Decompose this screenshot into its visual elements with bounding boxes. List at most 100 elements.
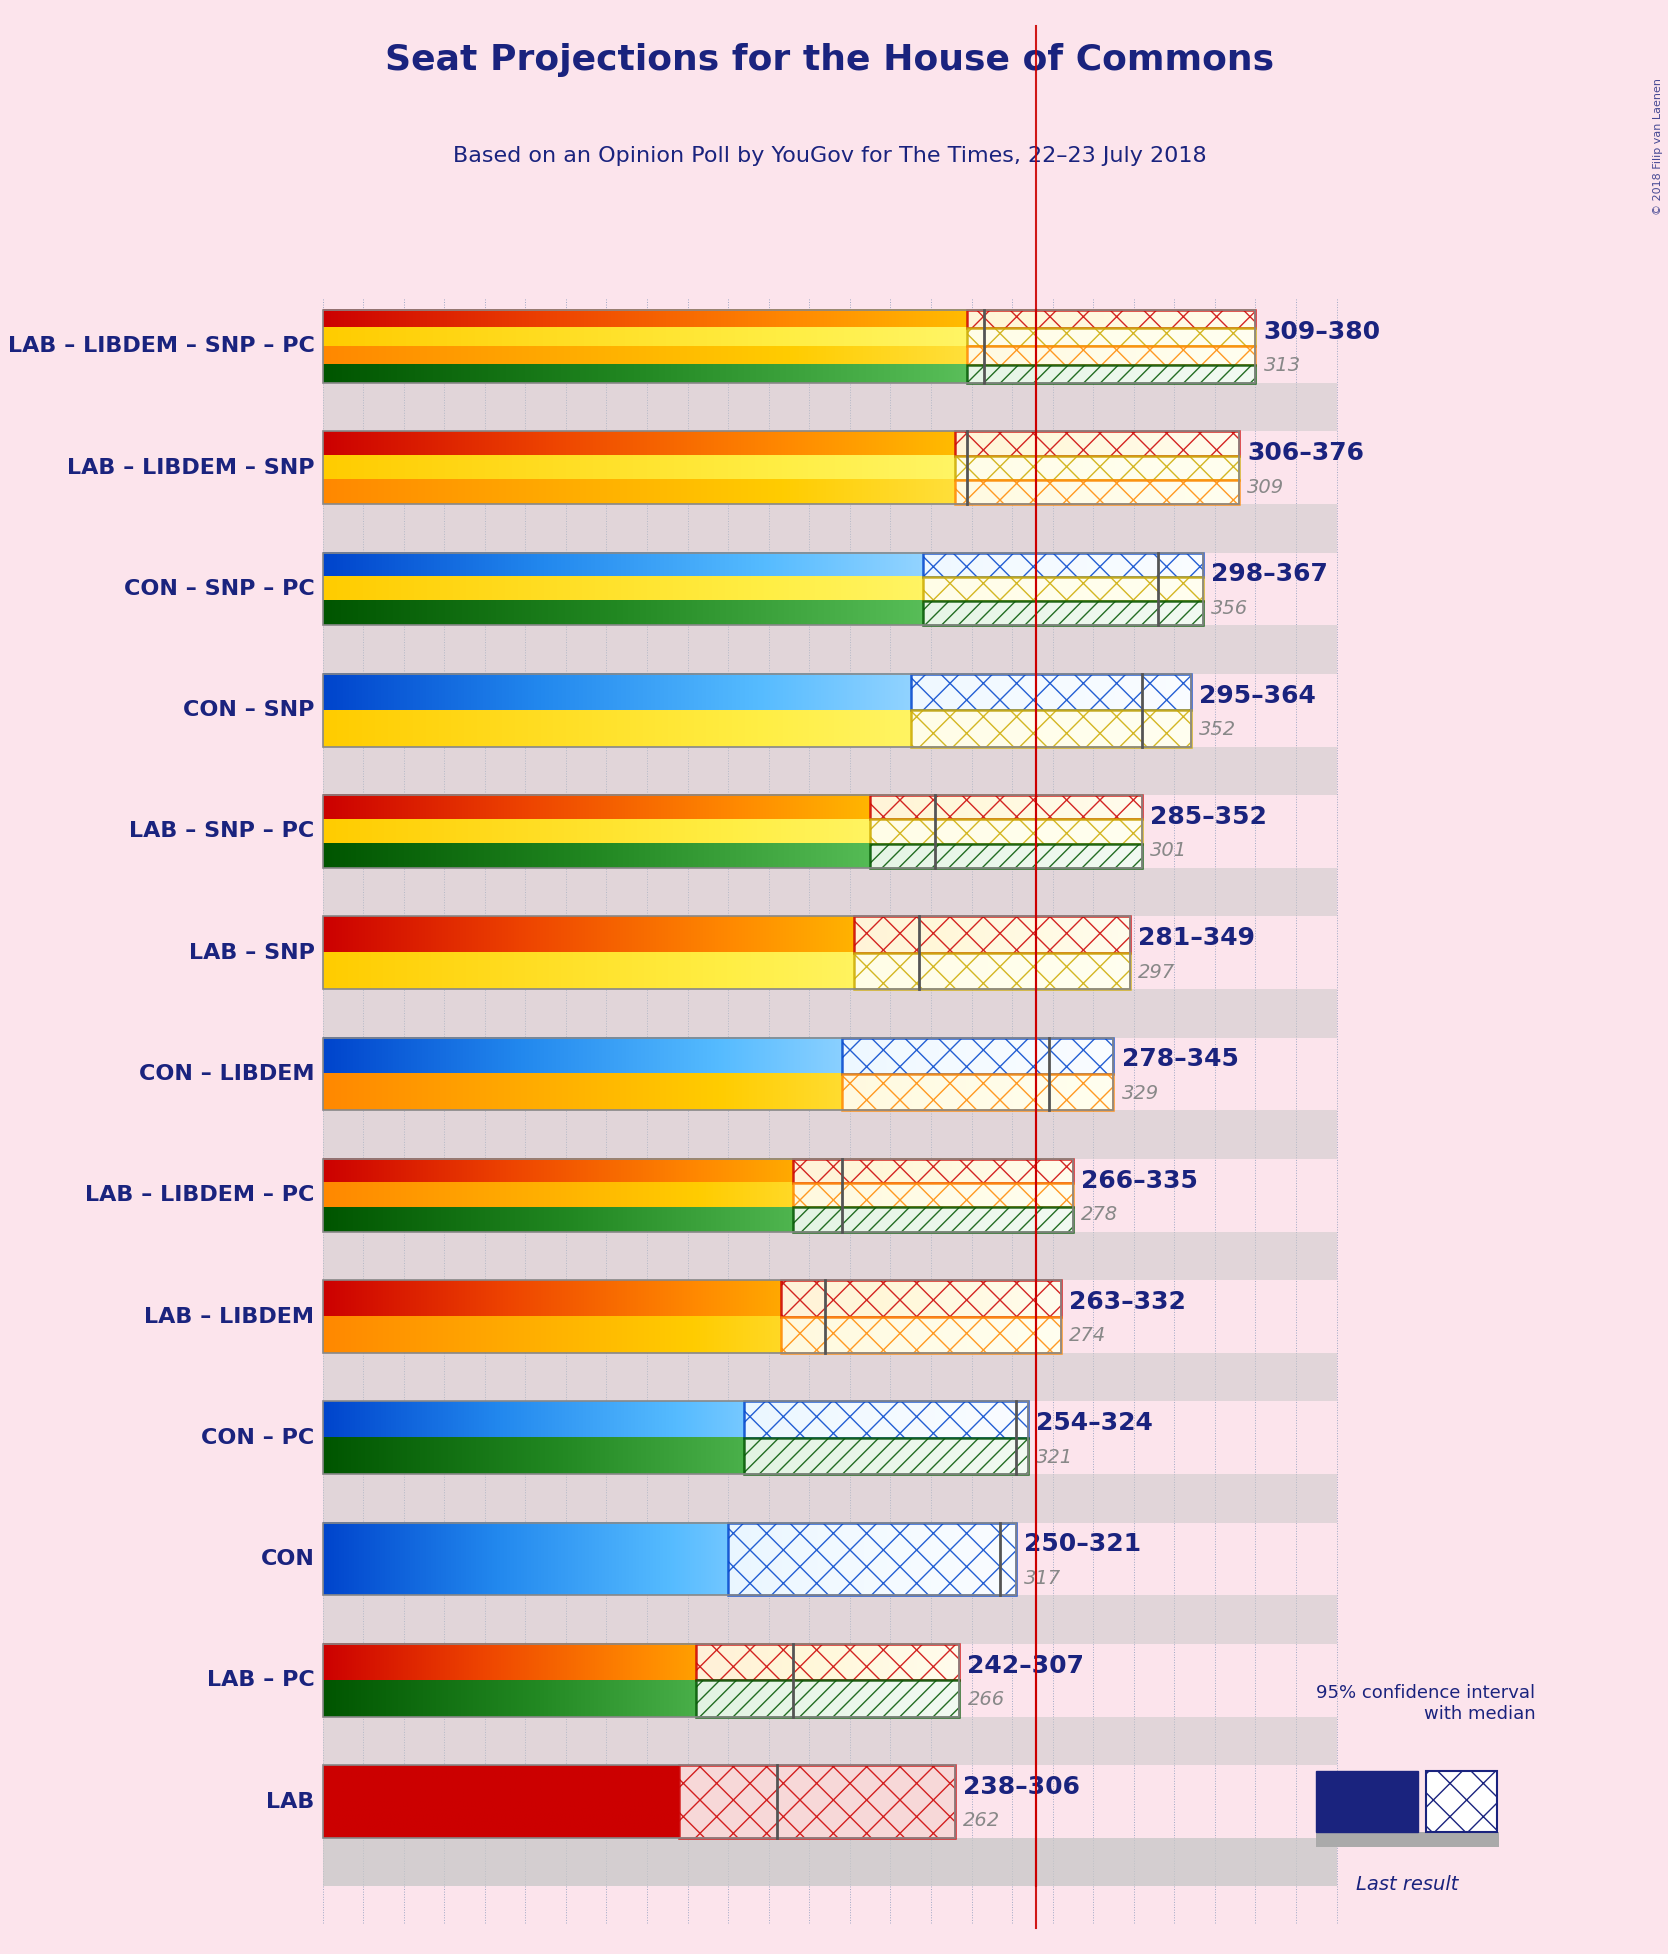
Text: 238–306: 238–306: [964, 1774, 1081, 1800]
Bar: [322, 1401, 1027, 1473]
Bar: [322, 455, 1239, 481]
Text: 297: 297: [1138, 963, 1174, 981]
Bar: [744, 1401, 1027, 1438]
Text: 274: 274: [1069, 1327, 1106, 1346]
Text: LAB – PC: LAB – PC: [207, 1671, 314, 1690]
Bar: [1316, 1770, 1418, 1833]
Bar: [854, 916, 1129, 954]
Bar: [322, 1317, 1061, 1352]
Bar: [322, 868, 1336, 916]
Text: 313: 313: [1264, 356, 1301, 375]
Bar: [322, 1718, 1336, 1764]
Text: 263–332: 263–332: [1069, 1290, 1186, 1313]
Bar: [967, 365, 1256, 383]
Bar: [322, 795, 1143, 819]
Bar: [322, 1038, 1114, 1110]
Bar: [792, 1208, 1073, 1231]
Text: Seat Projections for the House of Commons: Seat Projections for the House of Common…: [385, 43, 1274, 78]
Text: 250–321: 250–321: [1024, 1532, 1141, 1557]
Text: 242–307: 242–307: [967, 1653, 1084, 1678]
Text: Last result: Last result: [1356, 1876, 1460, 1893]
Text: LAB: LAB: [265, 1792, 314, 1811]
Bar: [322, 1038, 1114, 1075]
Bar: [679, 1764, 956, 1839]
Bar: [322, 844, 1143, 868]
Bar: [322, 328, 1256, 346]
Text: 306–376: 306–376: [1248, 442, 1364, 465]
Bar: [922, 602, 1203, 625]
Bar: [322, 576, 1203, 602]
Bar: [322, 1473, 1336, 1522]
Text: CON – PC: CON – PC: [202, 1428, 314, 1448]
Text: 321: 321: [1036, 1448, 1074, 1467]
Bar: [322, 1182, 1073, 1208]
Text: Based on an Opinion Poll by YouGov for The Times, 22–23 July 2018: Based on an Opinion Poll by YouGov for T…: [452, 147, 1206, 166]
Text: LAB – SNP: LAB – SNP: [188, 942, 314, 963]
Text: 254–324: 254–324: [1036, 1411, 1153, 1436]
Bar: [322, 709, 1191, 746]
Bar: [322, 1401, 1027, 1438]
Bar: [322, 795, 1143, 868]
Bar: [1316, 1833, 1500, 1847]
Bar: [322, 553, 1203, 625]
Bar: [322, 674, 1191, 746]
Bar: [322, 432, 1239, 504]
Bar: [781, 1317, 1061, 1352]
Text: LAB – LIBDEM: LAB – LIBDEM: [145, 1307, 314, 1327]
Bar: [322, 311, 1256, 383]
Bar: [696, 1643, 959, 1680]
Bar: [322, 625, 1336, 674]
Bar: [854, 954, 1129, 989]
Bar: [322, 819, 1143, 844]
Text: 262: 262: [964, 1811, 1001, 1831]
Bar: [322, 602, 1203, 625]
Text: 356: 356: [1211, 598, 1248, 617]
Bar: [922, 576, 1203, 602]
Bar: [911, 709, 1191, 746]
Bar: [322, 954, 1129, 989]
Bar: [744, 1438, 1027, 1473]
Bar: [956, 481, 1239, 504]
Text: 295–364: 295–364: [1199, 684, 1316, 707]
Text: CON: CON: [260, 1550, 314, 1569]
Bar: [1426, 1770, 1496, 1833]
Text: CON – SNP: CON – SNP: [183, 700, 314, 721]
Bar: [322, 674, 1191, 709]
Bar: [781, 1280, 1061, 1317]
Bar: [729, 1522, 1016, 1594]
Bar: [322, 1208, 1073, 1231]
Text: LAB – LIBDEM – PC: LAB – LIBDEM – PC: [85, 1186, 314, 1206]
Bar: [322, 1764, 956, 1839]
Bar: [871, 795, 1143, 819]
Text: 301: 301: [1149, 842, 1188, 860]
Bar: [871, 844, 1143, 868]
Text: 317: 317: [1024, 1569, 1061, 1589]
Text: LAB – LIBDEM – SNP: LAB – LIBDEM – SNP: [67, 457, 314, 477]
Text: 352: 352: [1199, 721, 1236, 739]
Bar: [322, 1231, 1336, 1280]
Bar: [322, 365, 1256, 383]
Bar: [322, 1438, 1027, 1473]
Text: CON – LIBDEM: CON – LIBDEM: [138, 1065, 314, 1084]
Bar: [956, 432, 1239, 455]
Bar: [322, 432, 1239, 455]
Bar: [871, 819, 1143, 844]
Bar: [322, 1522, 1016, 1594]
Bar: [322, 346, 1256, 365]
Bar: [911, 674, 1191, 709]
Bar: [322, 1280, 1061, 1352]
Text: 309–380: 309–380: [1264, 320, 1381, 344]
Bar: [322, 1352, 1336, 1401]
Bar: [842, 1038, 1114, 1075]
Bar: [322, 1594, 1336, 1643]
Bar: [922, 553, 1203, 576]
Bar: [322, 504, 1336, 553]
Bar: [967, 311, 1256, 328]
Text: 266: 266: [967, 1690, 1004, 1710]
Bar: [322, 1110, 1336, 1159]
Bar: [322, 1839, 1336, 1886]
Bar: [322, 916, 1129, 954]
Bar: [967, 346, 1256, 365]
Bar: [322, 1280, 1061, 1317]
Bar: [322, 1159, 1073, 1231]
